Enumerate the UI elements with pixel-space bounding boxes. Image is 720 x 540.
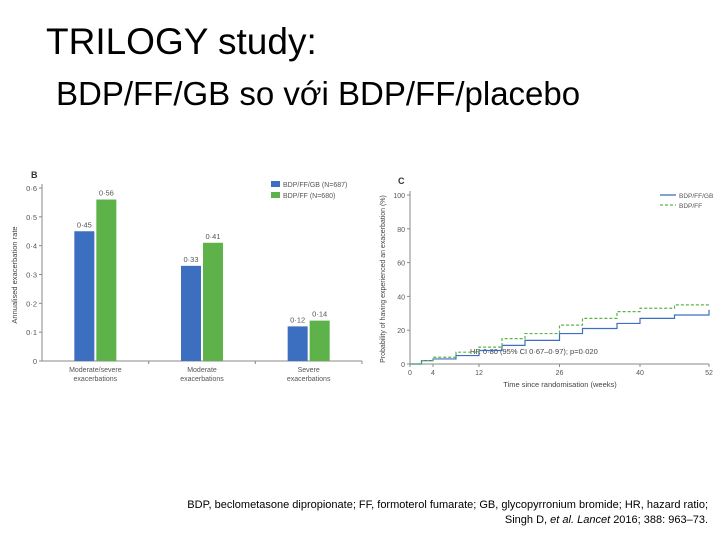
abbreviations-text: BDP, beclometasone dipropionate; FF, for… [187, 499, 708, 511]
y-axis-label: Annualised exacerbation rate [10, 226, 19, 323]
hazard-ratio-annotation: HR 0·80 (95% CI 0·67–0·97); p=0·020 [470, 347, 598, 356]
bar-value-label: 0·41 [205, 232, 220, 241]
legend-swatch [271, 192, 280, 198]
y-tick-label: 0·3 [26, 271, 37, 280]
category-label: Severe [298, 367, 320, 374]
x-axis-label-c: Time since randomisation (weeks) [503, 380, 617, 389]
bar [203, 242, 223, 361]
citation: Singh D, et al. Lancet 2016; 388: 963–73… [128, 513, 708, 528]
y-axis-label-c: Probability of having experienced an exa… [380, 195, 387, 363]
category-label: exacerbations [287, 376, 331, 383]
x-tick-label-c: 12 [475, 370, 483, 377]
y-tick-label-c: 0 [401, 362, 405, 369]
x-tick-label-c: 52 [705, 370, 713, 377]
y-tick-label: 0·2 [26, 299, 37, 308]
legend-label: BDP/FF (N=680) [283, 193, 335, 200]
bar [287, 326, 308, 361]
footnote: BDP, beclometasone dipropionate; FF, for… [128, 498, 708, 528]
y-tick-label-c: 60 [397, 261, 405, 268]
category-label: Moderate/severe [69, 367, 122, 374]
category-label: exacerbations [74, 376, 118, 383]
series-line [410, 303, 710, 365]
y-tick-label: 0·4 [26, 242, 37, 251]
series-line [410, 309, 710, 365]
legend-label-c: BDP/FF/GB [679, 193, 713, 200]
x-tick-label-c: 40 [636, 370, 644, 377]
bar-value-label: 0·33 [183, 255, 198, 264]
citation-journal: Lancet [577, 514, 611, 526]
category-label: exacerbations [180, 376, 224, 383]
citation-author: Singh D, [504, 514, 548, 526]
line-chart-panel: C Probability of having experienced an e… [380, 176, 713, 389]
bar-value-label: 0·12 [290, 315, 305, 324]
bar [74, 231, 95, 361]
y-tick-label-c: 40 [397, 294, 405, 301]
y-tick-label-c: 100 [393, 193, 405, 200]
bar [181, 265, 201, 361]
y-tick-label: 0·5 [26, 213, 37, 222]
panel-label-c: C [398, 176, 405, 186]
bar-value-label: 0·56 [99, 189, 114, 198]
citation-details: 2016; 388: 963–73. [613, 514, 708, 526]
line-legend: BDP/FF/GB BDP/FF [660, 193, 713, 210]
page-title: TRILOGY study: [46, 21, 317, 62]
bar [309, 320, 330, 361]
bar-chart-panel: B Annualised exacerbation rate 0 0·1 0·2 0·… [10, 170, 363, 383]
bar [96, 199, 117, 361]
legend-label-c: BDP/FF [679, 203, 702, 210]
y-tick-label-c: 20 [397, 328, 405, 335]
bar-value-label: 0·14 [312, 310, 327, 319]
bar-legend: BDP/FF/GB (N=687) BDP/FF (N=680) [271, 181, 347, 200]
y-tick-label: 0 [33, 357, 37, 366]
bar-value-label: 0·45 [77, 220, 92, 229]
y-tick-label-c: 80 [397, 227, 405, 234]
legend-label: BDP/FF/GB (N=687) [283, 182, 347, 189]
x-tick-label-c: 0 [408, 370, 412, 377]
x-tick-label-c: 26 [556, 370, 564, 377]
citation-etal: et al. [550, 514, 575, 526]
x-tick-label-c: 4 [431, 370, 435, 377]
category-label: Moderate [187, 367, 217, 374]
page-subtitle: BDP/FF/GB so với BDP/FF/placebo [56, 75, 581, 112]
panel-label-b: B [31, 170, 38, 180]
y-tick-label: 0·6 [26, 184, 37, 193]
y-tick-label: 0·1 [26, 328, 37, 337]
legend-swatch [271, 181, 280, 187]
